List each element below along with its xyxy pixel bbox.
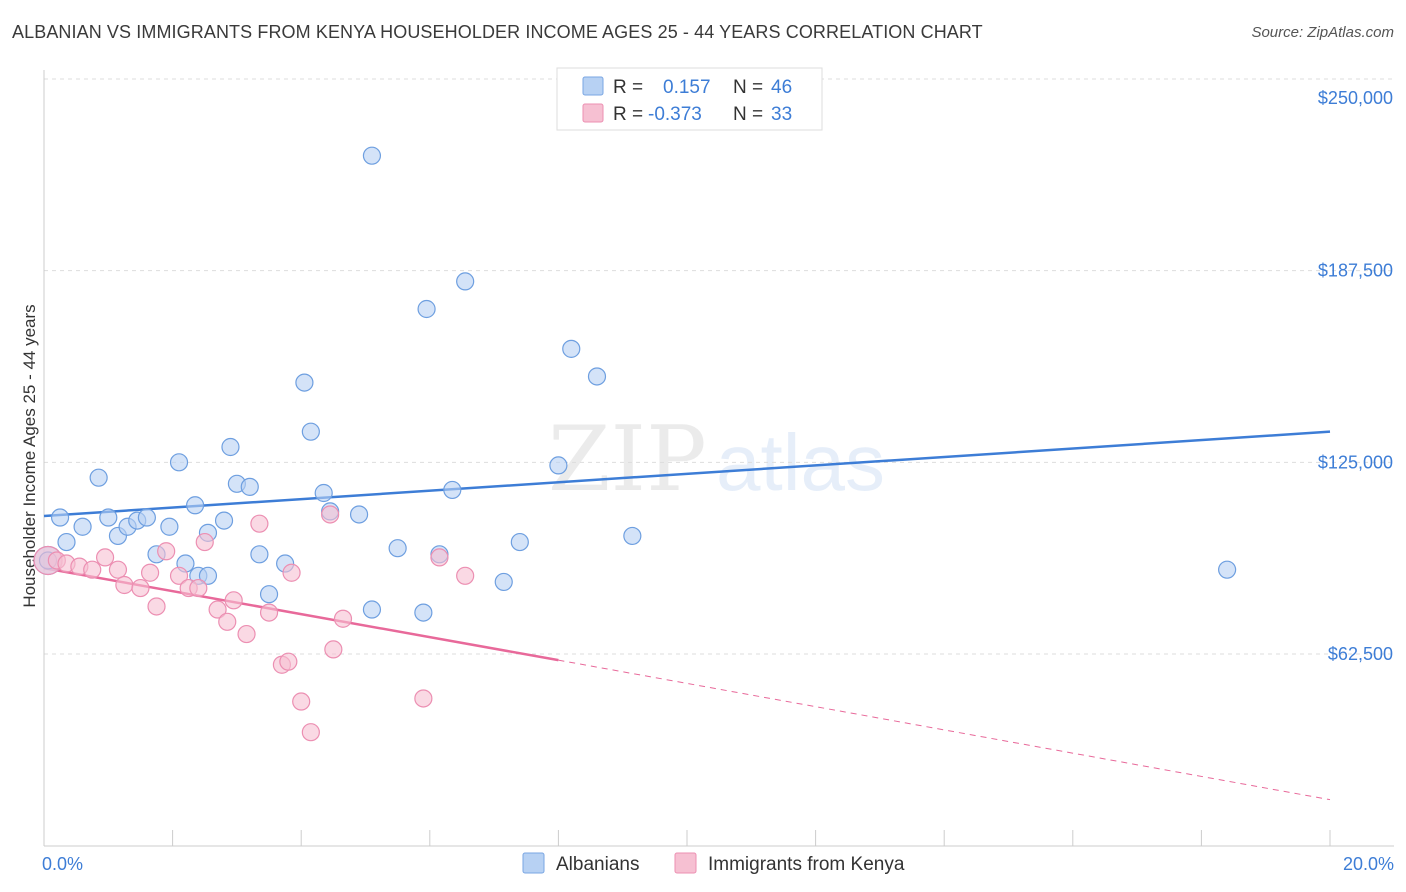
data-point	[189, 578, 208, 598]
y-tick-labels: $62,500 $125,000 $187,500 $250,000	[1318, 88, 1393, 664]
data-point	[414, 689, 433, 708]
data-point	[321, 505, 340, 524]
data-point	[169, 566, 189, 585]
data-point	[510, 532, 529, 552]
bottom-legend-albanians: Albanians	[556, 854, 639, 875]
data-point	[301, 422, 320, 441]
data-point	[430, 548, 449, 567]
data-point	[218, 612, 237, 631]
legend-n-value-1: 46	[771, 77, 792, 98]
data-point	[73, 517, 92, 536]
correlation-legend: R = 0.157 N = 46 R = -0.373 N = 33	[556, 67, 823, 131]
data-point	[443, 480, 462, 500]
data-point	[562, 339, 581, 358]
data-point	[50, 508, 70, 527]
data-point	[414, 603, 433, 622]
data-point	[301, 723, 320, 742]
gridlines	[44, 78, 1394, 655]
x-tick-labels: 0.0% 20.0%	[42, 854, 1394, 874]
watermark-zip: ZIP	[548, 407, 707, 512]
data-point	[131, 578, 150, 598]
bottom-legend-swatch-albanians	[522, 852, 545, 874]
data-point	[95, 548, 115, 567]
y-tick-label: $250,000	[1318, 88, 1393, 108]
y-tick-label: $62,500	[1328, 644, 1393, 664]
legend-r-value-2: -0.373	[648, 104, 702, 125]
trend-line-kenya-extrapolated	[558, 659, 1331, 801]
data-point	[349, 505, 369, 524]
legend-n-value-2: 33	[771, 104, 792, 125]
data-point	[549, 456, 568, 475]
legend-r-value-1: 0.157	[663, 77, 711, 98]
data-point	[456, 566, 475, 585]
data-point	[137, 508, 156, 527]
x-tick-label: 0.0%	[42, 854, 83, 874]
series-albanians	[33, 146, 1237, 622]
data-point	[108, 560, 128, 579]
x-tick-label: 20.0%	[1343, 854, 1394, 874]
data-point	[83, 560, 102, 579]
data-point	[208, 600, 227, 619]
data-point	[214, 511, 234, 530]
data-point	[89, 468, 108, 487]
data-point	[186, 496, 205, 515]
data-point	[314, 483, 333, 503]
data-point	[160, 517, 179, 536]
data-point	[140, 563, 160, 582]
series-kenya	[33, 505, 475, 742]
legend-n-label-2: N =	[733, 104, 763, 125]
data-point	[221, 437, 240, 457]
data-point	[169, 453, 189, 472]
data-point	[292, 692, 311, 711]
legend-swatch-albanians	[582, 76, 604, 96]
watermark: ZIP atlas	[548, 407, 885, 512]
x-tick-marks	[43, 830, 1331, 846]
chart-source: Source: ZipAtlas.com	[1251, 24, 1394, 41]
y-axis-label: Householder Income Ages 25 - 44 years	[20, 304, 39, 607]
data-point	[388, 539, 407, 558]
data-point	[157, 542, 176, 561]
data-point	[324, 640, 343, 659]
y-tick-label: $125,000	[1318, 452, 1393, 472]
data-point	[240, 477, 259, 496]
y-tick-label: $187,500	[1318, 261, 1393, 281]
data-point	[147, 597, 166, 616]
data-point	[295, 373, 314, 392]
legend-r-label-1: R =	[613, 77, 643, 98]
data-point	[250, 545, 269, 564]
data-point	[259, 603, 279, 622]
data-point	[198, 566, 218, 585]
chart-title: ALBANIAN VS IMMIGRANTS FROM KENYA HOUSEH…	[12, 22, 983, 42]
legend-n-label-1: N =	[733, 77, 763, 98]
data-point	[282, 563, 301, 582]
data-point	[1218, 560, 1237, 579]
data-point	[279, 652, 298, 671]
data-point	[587, 367, 607, 386]
data-point	[362, 146, 382, 165]
data-point	[99, 508, 118, 527]
legend-r-label-2: R =	[613, 104, 643, 125]
data-point	[259, 585, 279, 604]
data-point	[362, 600, 382, 619]
data-point	[224, 591, 243, 610]
data-point	[57, 532, 76, 552]
series-legend: Albanians Immigrants from Kenya	[522, 852, 905, 875]
trend-line-albanians	[43, 430, 1331, 518]
legend-swatch-kenya	[582, 103, 604, 123]
data-point	[623, 526, 642, 546]
data-point	[494, 572, 513, 592]
data-point	[417, 299, 436, 319]
data-point	[333, 609, 353, 628]
bottom-legend-kenya: Immigrants from Kenya	[708, 854, 905, 875]
data-point	[456, 272, 475, 291]
data-point	[195, 532, 214, 552]
data-point	[115, 575, 134, 595]
bottom-legend-swatch-kenya	[674, 852, 697, 874]
data-point	[237, 624, 256, 644]
data-point	[250, 514, 269, 533]
